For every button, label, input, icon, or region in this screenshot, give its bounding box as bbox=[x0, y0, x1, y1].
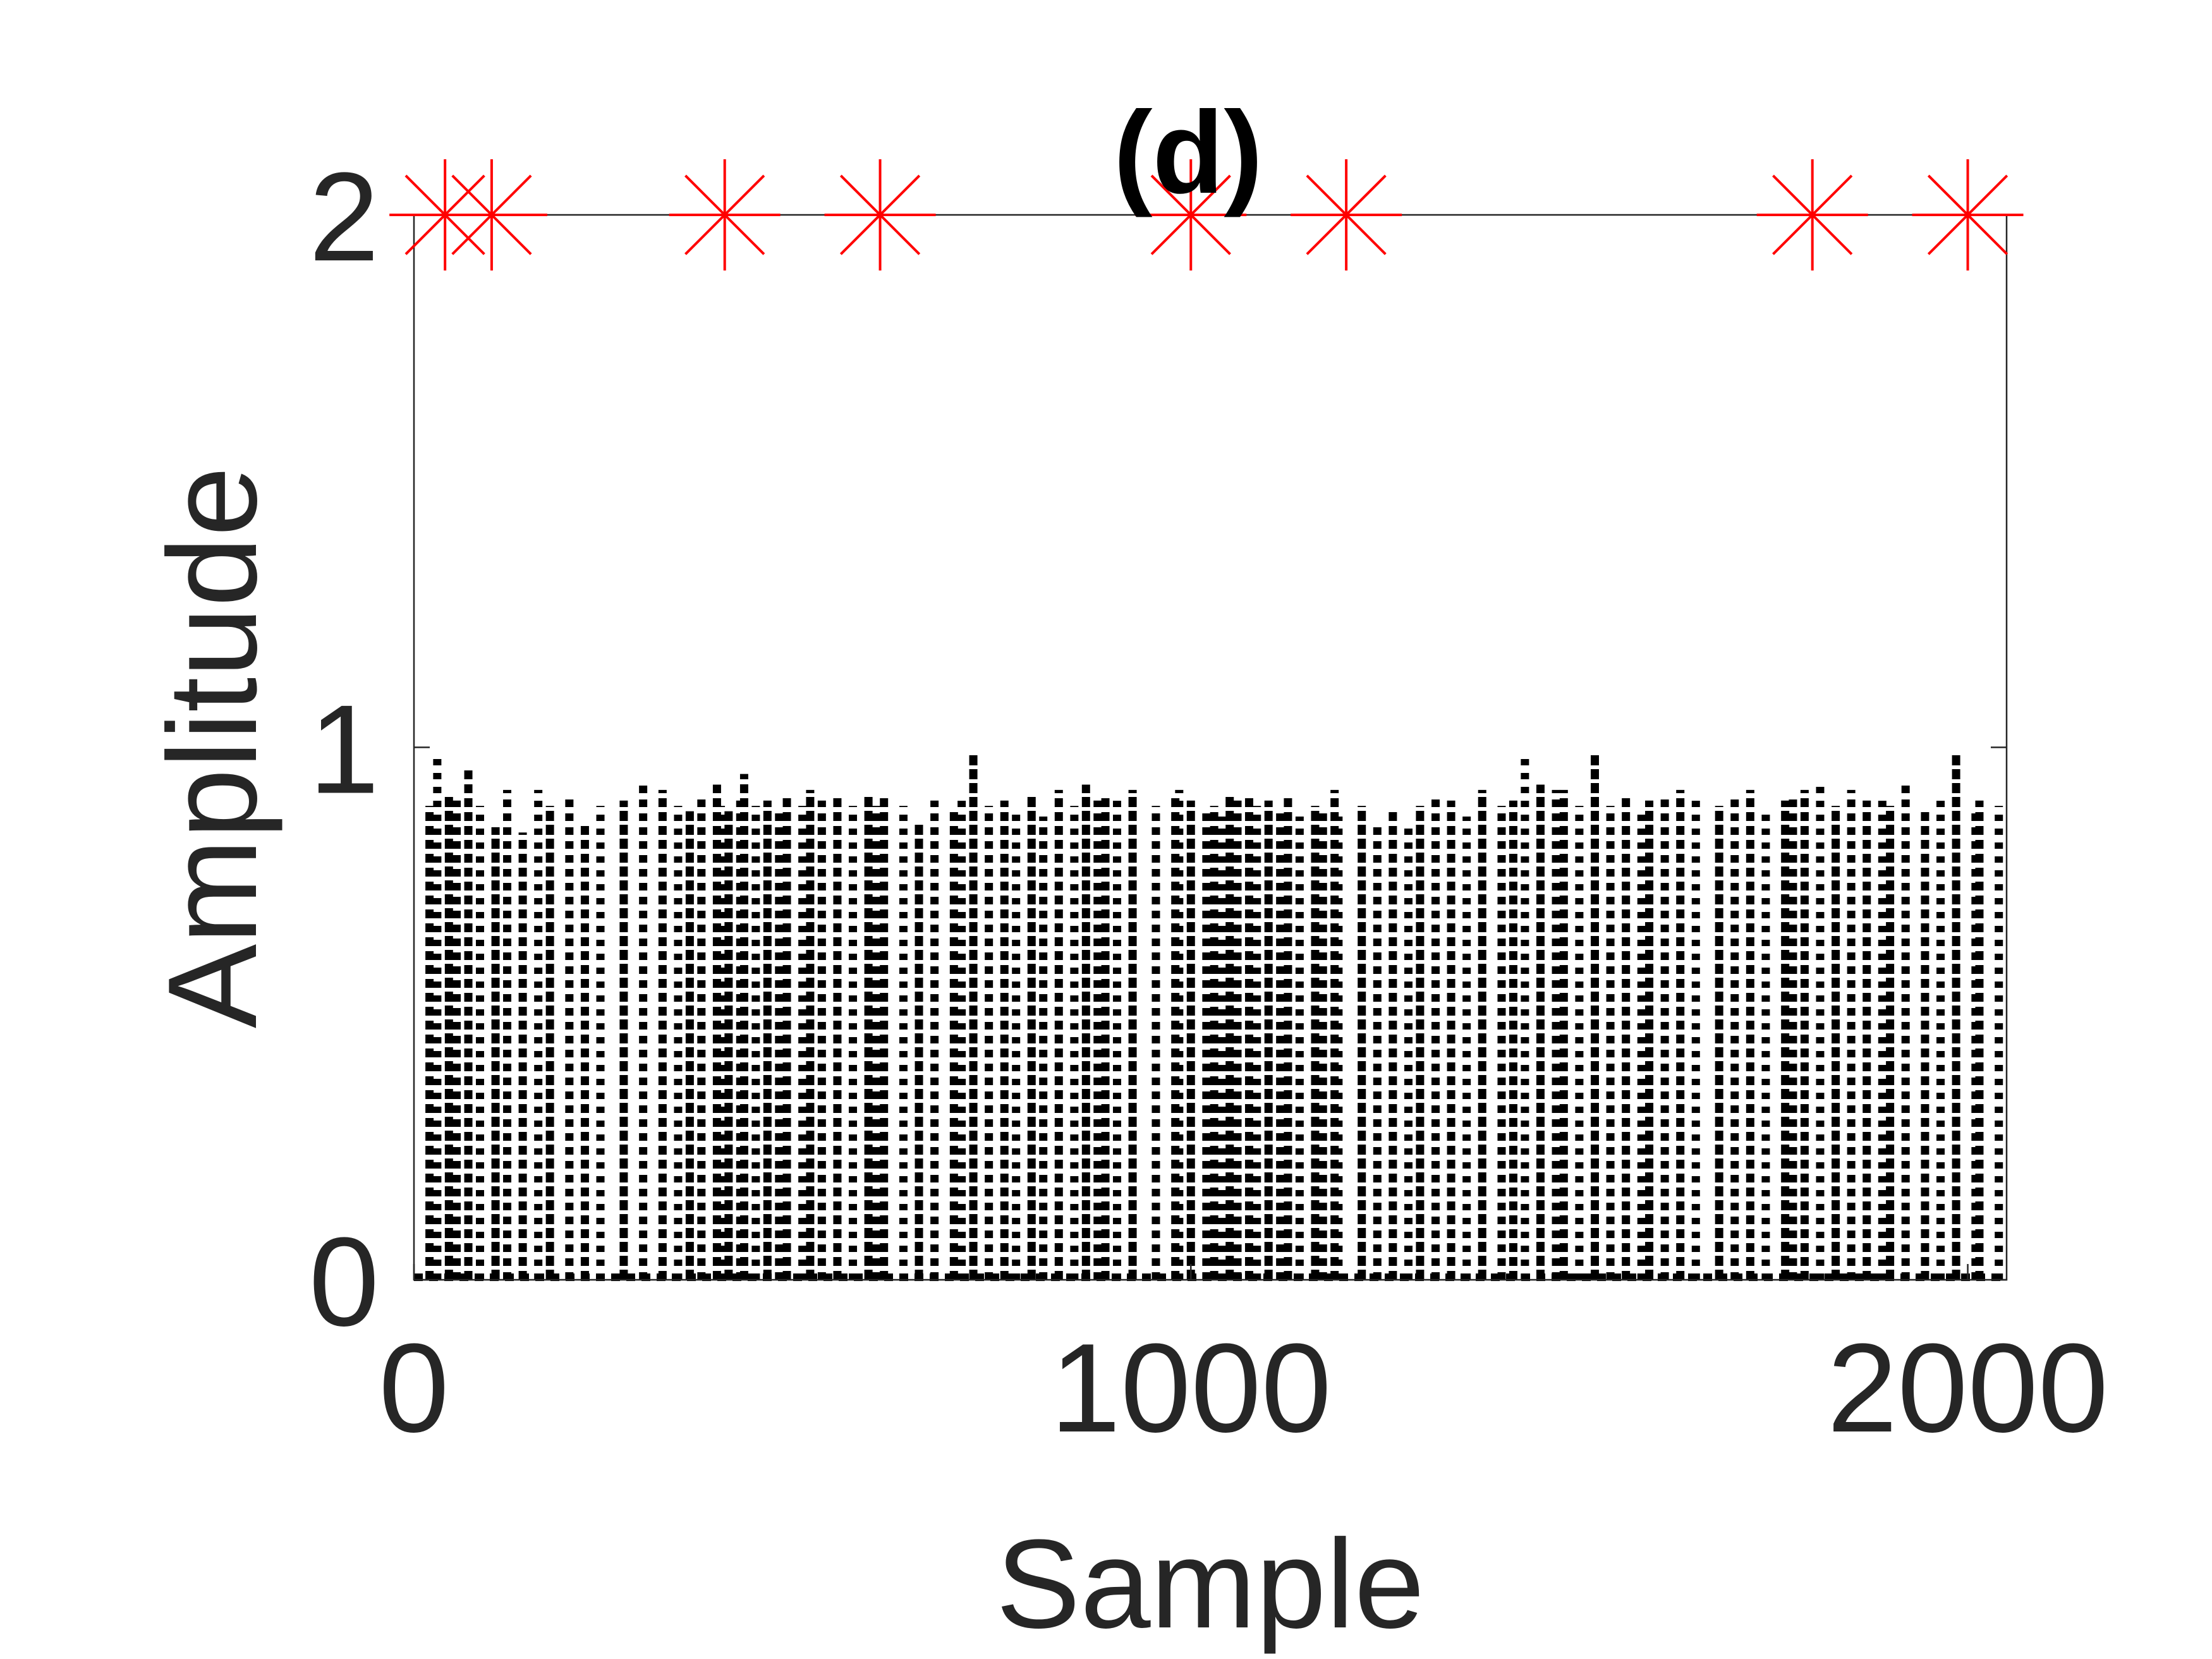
x-tick-label: 0 bbox=[379, 1318, 449, 1459]
x-tick-label: 2000 bbox=[1827, 1318, 2108, 1459]
asterisk-stroke bbox=[839, 174, 921, 255]
ticks-layer: 0 1000 2000 0 1 2 bbox=[309, 147, 2108, 1459]
asterisk-marker bbox=[824, 159, 936, 270]
asterisk-stroke bbox=[1772, 174, 1853, 255]
chart-title: (d) bbox=[1114, 88, 1263, 218]
asterisk-marker bbox=[1756, 159, 1868, 270]
asterisk-stroke bbox=[1306, 174, 1387, 255]
y-tick-label: 1 bbox=[309, 679, 379, 820]
asterisk-stroke bbox=[684, 174, 765, 255]
asterisk-marker bbox=[1912, 159, 2024, 270]
asterisk-marker bbox=[669, 159, 781, 270]
asterisk-marker bbox=[1135, 159, 1247, 270]
asterisk-stroke bbox=[1150, 174, 1231, 255]
x-axis-label: Sample bbox=[996, 1514, 1425, 1655]
y-axis-label: Amplitude bbox=[142, 466, 283, 1028]
y-tick-label: 0 bbox=[309, 1212, 379, 1352]
stems-layer bbox=[414, 752, 2007, 1281]
y-tick-label: 2 bbox=[309, 147, 379, 288]
x-tick-label: 1000 bbox=[1050, 1318, 1332, 1459]
asterisk-stroke bbox=[451, 174, 532, 255]
asterisk-stroke bbox=[1927, 174, 2008, 255]
asterisk-marker bbox=[435, 159, 547, 270]
asterisk-marker bbox=[1291, 159, 1402, 270]
markers-layer bbox=[389, 159, 2024, 270]
